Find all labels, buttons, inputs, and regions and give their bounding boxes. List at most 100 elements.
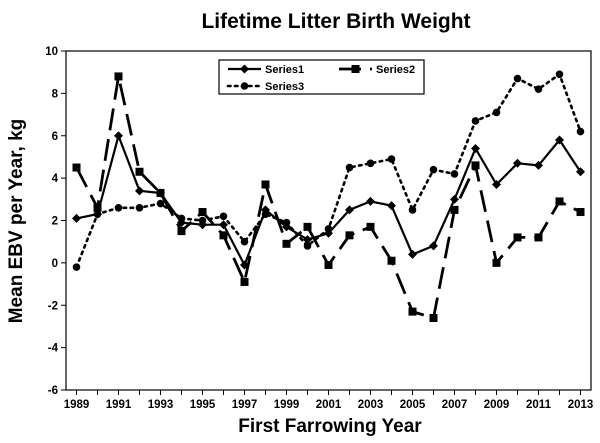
series-line <box>76 134 582 267</box>
data-point <box>198 216 207 225</box>
x-tick-label: 1999 <box>274 399 300 411</box>
data-point <box>72 163 81 172</box>
legend-label: Series3 <box>265 81 304 93</box>
y-tick-label: 0 <box>52 258 58 270</box>
legend-marker <box>240 64 249 74</box>
x-tick-label: 1991 <box>106 399 132 411</box>
x-tick-label: 2003 <box>358 399 384 411</box>
data-point <box>114 131 123 141</box>
data-point <box>240 277 249 286</box>
data-point <box>72 263 81 271</box>
data-point <box>345 163 354 172</box>
data-point <box>303 222 312 231</box>
data-point <box>450 170 459 178</box>
x-tick-label: 1993 <box>148 399 174 411</box>
data-point <box>429 241 438 251</box>
data-point <box>93 210 102 218</box>
x-tick-label: 1997 <box>232 399 258 411</box>
data-point <box>555 70 564 79</box>
x-axis: 1989 1991 1993 1995 1997 1999 2001 2003 2005 2007… <box>64 390 594 411</box>
series-3 <box>72 70 585 271</box>
data-point <box>492 258 501 267</box>
data-point <box>324 260 333 269</box>
series-1 <box>72 131 585 270</box>
chart-title: Lifetime Litter Birth Weight <box>201 10 470 33</box>
legend-marker <box>240 82 249 90</box>
data-point <box>408 249 417 259</box>
y-axis: -6 -4 -2 0 2 4 6 8 10 <box>45 46 66 397</box>
data-point <box>261 180 270 189</box>
data-point <box>282 239 291 248</box>
data-point <box>534 160 543 170</box>
y-tick-label: 4 <box>52 173 59 185</box>
y-tick-label: 8 <box>52 88 59 100</box>
data-point <box>387 201 396 211</box>
data-point <box>240 237 249 246</box>
data-point <box>471 161 480 170</box>
data-point <box>219 220 228 230</box>
data-point <box>408 206 417 214</box>
legend-marker <box>351 65 360 73</box>
x-tick-label: 1995 <box>190 399 216 411</box>
series-line <box>75 75 582 320</box>
data-point <box>513 74 522 83</box>
data-point <box>576 208 585 217</box>
data-point <box>156 188 165 197</box>
data-point <box>135 186 144 196</box>
legend: Series1 Series2 Series3 <box>218 59 425 95</box>
data-point <box>450 205 459 214</box>
series-line <box>75 73 582 269</box>
x-tick-label: 1989 <box>64 399 90 411</box>
x-tick-label: 2007 <box>442 399 468 411</box>
data-point <box>366 222 375 231</box>
data-point <box>450 194 459 204</box>
data-point <box>135 203 144 212</box>
y-tick-label: 2 <box>52 216 58 228</box>
data-point <box>366 196 375 206</box>
data-point <box>576 127 585 136</box>
data-point <box>324 225 333 233</box>
data-point <box>345 231 354 240</box>
y-axis-label: Mean EBV per Year, kg <box>6 119 27 324</box>
y-tick-label: 6 <box>52 131 58 143</box>
data-point <box>555 197 564 206</box>
data-point <box>156 199 165 208</box>
x-tick-label: 2009 <box>484 399 510 411</box>
legend-box <box>218 59 425 95</box>
data-point <box>534 233 543 242</box>
x-tick-label: 2011 <box>526 399 552 411</box>
data-point <box>93 203 102 212</box>
data-point <box>177 214 186 223</box>
data-point <box>471 117 480 125</box>
data-point <box>513 158 522 168</box>
data-point <box>366 159 375 168</box>
series-2 <box>72 72 585 322</box>
data-point <box>261 210 270 218</box>
y-tick-label: -4 <box>48 343 59 355</box>
data-point <box>408 307 417 316</box>
data-point <box>282 218 291 227</box>
data-point <box>555 135 564 145</box>
data-point <box>387 256 396 265</box>
x-tick-label: 2005 <box>400 399 426 411</box>
x-tick-label: 2013 <box>568 399 594 411</box>
y-tick-label: 10 <box>45 46 58 58</box>
data-point <box>429 313 438 322</box>
data-point <box>219 212 228 221</box>
data-point <box>534 85 543 93</box>
data-point <box>177 227 186 236</box>
data-point <box>135 167 144 176</box>
legend-label: Series2 <box>376 64 415 76</box>
data-point <box>513 233 522 242</box>
data-point <box>492 179 501 189</box>
legend-label: Series1 <box>265 64 304 76</box>
x-tick-label: 2001 <box>316 399 342 411</box>
series-layer <box>72 70 585 322</box>
data-point <box>471 143 480 153</box>
data-point <box>387 155 396 163</box>
data-point <box>303 242 312 250</box>
data-point <box>114 72 123 81</box>
data-point <box>576 167 585 177</box>
data-point <box>429 165 438 174</box>
